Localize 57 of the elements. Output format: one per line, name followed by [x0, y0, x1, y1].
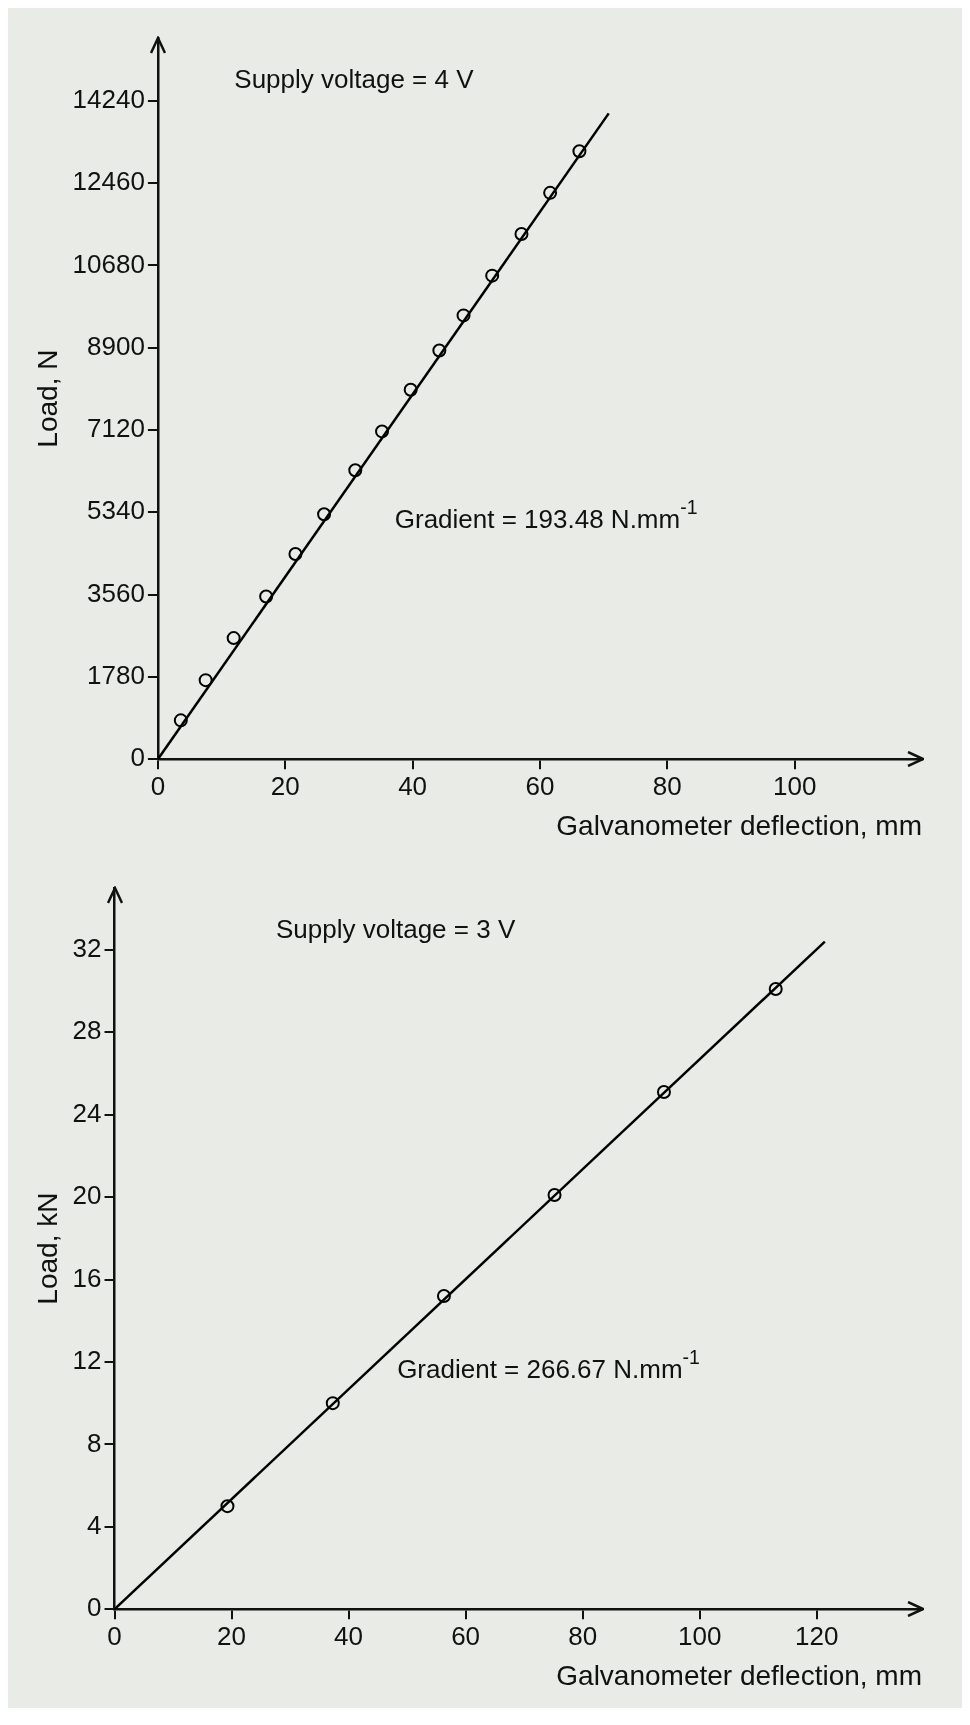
y-tick-label: 3560: [87, 577, 145, 608]
y-tick-label: 4: [87, 1509, 102, 1540]
x-tick-label: 80: [652, 770, 682, 801]
point: [456, 308, 471, 323]
y-tick-label: 8: [87, 1427, 102, 1458]
y-tick-label: 14240: [72, 84, 145, 115]
y-tick-label: 20: [72, 1180, 102, 1211]
point: [375, 424, 390, 439]
y-tick-label: 0: [87, 1592, 102, 1623]
x-tick-label: 60: [451, 1620, 481, 1651]
point: [226, 631, 241, 646]
x-tick-label: 20: [270, 770, 300, 801]
y-tick-label: 10680: [72, 248, 145, 279]
y-tick-label: 32: [72, 932, 102, 963]
x-axis-title: Galvanometer deflection, mm: [556, 809, 922, 841]
annotation: Supply voltage = 3 V: [276, 914, 516, 945]
x-tick-label: 100: [677, 1620, 722, 1651]
y-tick-label: 28: [72, 1015, 102, 1046]
point: [768, 981, 783, 996]
annotation: Supply voltage = 4 V: [234, 64, 475, 95]
y-tick-label: 0: [130, 742, 145, 773]
y-tick-label: 5340: [87, 495, 145, 526]
y-tick-label: 16: [72, 1262, 102, 1293]
y-axis-title: Load, kN: [31, 1192, 63, 1305]
point: [325, 1396, 340, 1411]
point: [220, 1499, 235, 1514]
point: [317, 507, 332, 522]
point: [656, 1085, 671, 1099]
y-tick-label: 7120: [87, 413, 145, 444]
y-tick-label: 24: [72, 1097, 102, 1128]
point: [173, 713, 188, 728]
point: [514, 227, 529, 242]
point: [288, 546, 303, 561]
x-tick-label: 40: [334, 1620, 364, 1651]
y-tick-label: 12: [72, 1345, 102, 1376]
x-tick-label: 120: [794, 1620, 839, 1651]
point: [198, 673, 213, 688]
x-tick-label: 100: [772, 770, 817, 801]
point: [436, 1288, 451, 1303]
x-tick-label: 20: [217, 1620, 247, 1651]
point: [543, 185, 558, 200]
y-tick-label: 8900: [87, 330, 145, 361]
y-tick-label: 1780: [87, 660, 145, 691]
point: [348, 463, 363, 478]
point: [432, 343, 447, 358]
point: [485, 268, 500, 283]
point: [259, 589, 274, 604]
x-tick-label: 60: [525, 770, 555, 801]
point: [547, 1188, 562, 1203]
point: [572, 144, 587, 159]
x-tick-label: 0: [150, 770, 166, 801]
y-axis-title: Load, N: [31, 349, 63, 448]
x-tick-label: 80: [568, 1620, 598, 1651]
point: [403, 382, 418, 397]
x-tick-label: 40: [398, 770, 428, 801]
x-axis-title: Galvanometer deflection, mm: [556, 1659, 922, 1691]
y-tick-label: 12460: [72, 166, 145, 197]
